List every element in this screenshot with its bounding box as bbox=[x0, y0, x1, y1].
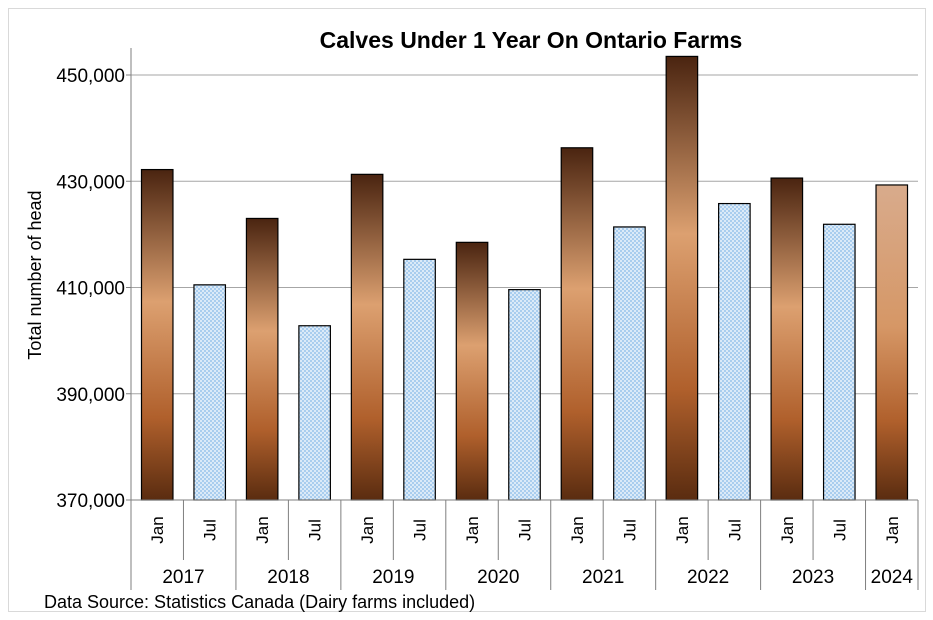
y-tick-label: 430,000 bbox=[56, 172, 125, 193]
year-label: 2019 bbox=[372, 567, 414, 588]
bar-jan-8 bbox=[560, 147, 594, 501]
x-axis-labels: Jan Jul Jan Jul Jan Jul Jan Jul Jan Jul Jan Jul Jan J… bbox=[130, 500, 919, 590]
chart-title: Calves Under 1 Year On Ontario Farms bbox=[320, 27, 743, 53]
bar-jul-11 bbox=[718, 202, 751, 501]
bar-jul-9 bbox=[613, 226, 646, 501]
bar-jan-0 bbox=[140, 168, 174, 501]
x-tick-label: Jul bbox=[201, 519, 220, 541]
bar-jan-4 bbox=[350, 173, 384, 501]
bar-jul-7 bbox=[508, 289, 541, 501]
bar-jan-14 bbox=[875, 184, 909, 501]
bar-jan-12 bbox=[770, 177, 804, 501]
data-source-note: Data Source: Statistics Canada (Dairy fa… bbox=[44, 592, 475, 612]
y-axis-tick-labels: 370,000 390,000 410,000 430,000 450,000 bbox=[56, 66, 125, 512]
bar-jul-3 bbox=[298, 325, 331, 501]
x-tick-label: Jul bbox=[725, 519, 744, 541]
x-tick-label: Jul bbox=[306, 519, 325, 541]
x-tick-label: Jul bbox=[830, 519, 849, 541]
year-label: 2017 bbox=[162, 567, 204, 588]
x-tick-label: Jan bbox=[778, 516, 797, 543]
year-label: 2021 bbox=[582, 567, 624, 588]
x-tick-label: Jan bbox=[883, 516, 902, 543]
bar-jan-2 bbox=[245, 217, 279, 501]
x-tick-label: Jan bbox=[253, 516, 272, 543]
bars bbox=[140, 55, 909, 501]
x-tick-label: Jul bbox=[620, 519, 639, 541]
year-label: 2018 bbox=[267, 567, 309, 588]
x-tick-label: Jul bbox=[411, 519, 430, 541]
y-tick-label: 410,000 bbox=[56, 279, 125, 300]
x-tick-label: Jul bbox=[516, 519, 535, 541]
y-tick-label: 390,000 bbox=[56, 385, 125, 406]
bar-jul-13 bbox=[822, 223, 856, 501]
y-tick-label: 450,000 bbox=[56, 66, 125, 87]
year-label: 2024 bbox=[871, 567, 914, 588]
year-label: 2020 bbox=[477, 567, 519, 588]
x-tick-label: Jan bbox=[463, 516, 482, 543]
year-label: 2022 bbox=[687, 567, 729, 588]
y-tick-label: 370,000 bbox=[56, 491, 125, 512]
bar-jan-6 bbox=[455, 241, 489, 501]
bar-jul-1 bbox=[193, 284, 227, 501]
x-tick-label: Jan bbox=[568, 516, 587, 543]
axes bbox=[126, 48, 918, 501]
x-tick-label: Jan bbox=[358, 516, 377, 543]
year-label: 2023 bbox=[792, 567, 834, 588]
y-axis-title: Total number of head bbox=[25, 190, 45, 359]
bar-jul-5 bbox=[403, 258, 436, 501]
x-tick-label: Jan bbox=[148, 516, 167, 543]
x-tick-label: Jan bbox=[673, 516, 692, 543]
bar-jan-10 bbox=[665, 55, 699, 501]
